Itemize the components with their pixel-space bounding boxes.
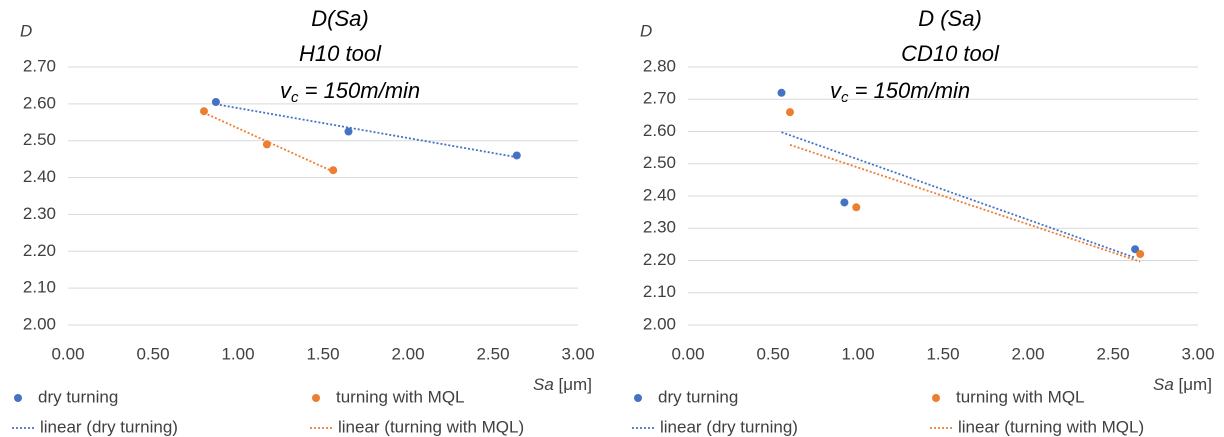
legend-marker [634, 394, 642, 402]
data-point [262, 140, 271, 149]
y-tick-label: 2.40 [643, 185, 676, 204]
annotation-part: = 150m/min [849, 78, 971, 103]
legend-marker [932, 394, 940, 402]
data-point [786, 108, 794, 117]
data-point [1131, 245, 1140, 254]
legend-marker [14, 394, 22, 402]
legend-label: linear (turning with MQL) [958, 417, 1144, 436]
x-tick-label: 2.00 [391, 344, 424, 363]
annotation-sub: c [841, 89, 849, 106]
annotation-part: v [830, 78, 843, 103]
data-point [512, 151, 521, 160]
y-tick-label: 2.20 [643, 250, 676, 269]
y-tick-label: 2.60 [643, 121, 676, 140]
x-axis-label-part: [μm] [1174, 375, 1212, 394]
x-tick-label: 1.00 [841, 344, 874, 363]
y-tick-label: 2.00 [643, 314, 676, 333]
x-tick-label: 1.50 [306, 344, 339, 363]
x-axis-label-part: [μm] [554, 375, 592, 394]
x-tick-label: 0.00 [51, 344, 84, 363]
y-tick-label: 2.00 [23, 314, 56, 333]
legend-label: linear (dry turning) [40, 417, 178, 436]
data-point [200, 107, 208, 116]
annotation-sub: c [291, 89, 299, 106]
data-point [840, 198, 849, 207]
y-tick-label: 2.30 [643, 218, 676, 237]
y-tick-label: 2.40 [23, 167, 56, 186]
annotation-part: = 150m/min [299, 78, 421, 103]
data-point [852, 203, 861, 212]
annotation: vc = 150m/min [830, 78, 970, 106]
x-tick-label: 3.00 [561, 344, 594, 363]
y-tick-label: 2.50 [23, 130, 56, 149]
x-tick-label: 3.00 [1181, 344, 1214, 363]
x-tick-label: 0.50 [756, 344, 789, 363]
x-tick-label: 2.50 [1096, 344, 1129, 363]
y-tick-label: 2.10 [23, 278, 56, 297]
trendline [215, 103, 517, 159]
y-tick-label: 2.50 [643, 153, 676, 172]
y-tick-label: 2.30 [23, 204, 56, 223]
data-point [777, 88, 786, 97]
y-axis-label: D [640, 21, 652, 40]
chart-title: H10 tool [299, 41, 382, 66]
y-tick-label: 2.70 [643, 89, 676, 108]
y-tick-label: 2.70 [23, 56, 56, 75]
legend-label: linear (turning with MQL) [338, 417, 524, 436]
x-tick-label: 2.50 [476, 344, 509, 363]
y-tick-label: 2.20 [23, 241, 56, 260]
chart-title: D (Sa) [918, 6, 982, 31]
data-point [1136, 250, 1145, 259]
data-point [329, 166, 338, 175]
x-tick-label: 1.00 [221, 344, 254, 363]
annotation-part: v [280, 78, 293, 103]
x-tick-label: 1.50 [926, 344, 959, 363]
chart-title: CD10 tool [901, 41, 1000, 66]
legend-marker [312, 394, 320, 402]
y-tick-label: 2.10 [643, 282, 676, 301]
trendline [789, 143, 1141, 263]
legend-label: dry turning [658, 387, 738, 406]
x-tick-label: 2.00 [1011, 344, 1044, 363]
y-tick-label: 2.60 [23, 93, 56, 112]
legend-label: dry turning [38, 387, 118, 406]
x-axis-label-part: Sa [533, 375, 554, 394]
x-axis-label: Sa [μm] [1153, 375, 1212, 394]
annotation: vc = 150m/min [280, 78, 420, 106]
legend-label: linear (dry turning) [660, 417, 798, 436]
data-point [211, 98, 220, 107]
x-axis-label-part: Sa [1153, 375, 1174, 394]
trendline [781, 131, 1136, 259]
x-tick-label: 0.00 [671, 344, 704, 363]
y-tick-label: 2.80 [643, 56, 676, 75]
x-axis-label: Sa [μm] [533, 375, 592, 394]
data-point [344, 127, 353, 136]
y-axis-label: D [20, 21, 32, 40]
x-tick-label: 0.50 [136, 344, 169, 363]
legend-label: turning with MQL [336, 387, 465, 406]
chart-title: D(Sa) [311, 6, 368, 31]
legend-label: turning with MQL [956, 387, 1085, 406]
